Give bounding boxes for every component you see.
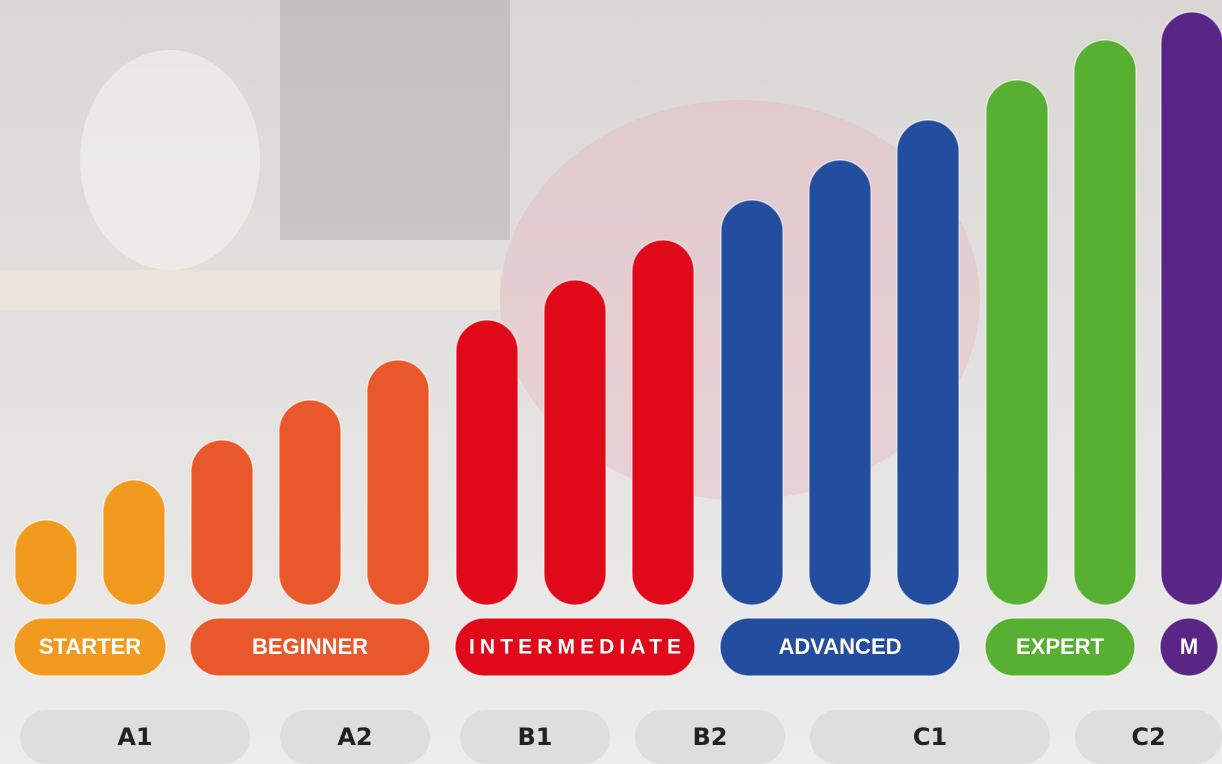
level-label: BEGINNER: [252, 634, 368, 659]
level-bar: [897, 120, 959, 605]
level-bar: [1161, 12, 1222, 605]
level-bar: [103, 480, 165, 605]
level-bar: [15, 520, 77, 605]
cefr-label: C1: [913, 723, 947, 751]
background-shape: [0, 270, 500, 310]
level-bar: [544, 280, 606, 605]
level-bar: [1074, 40, 1136, 605]
level-bar: [191, 440, 253, 605]
cefr-label: A2: [337, 723, 372, 751]
cefr-label: B2: [693, 723, 728, 751]
level-bar: [367, 360, 429, 605]
level-bar: [279, 400, 341, 605]
level-bar: [809, 160, 871, 605]
levels-graphic: STARTERBEGINNERINTERMEDIATEADVANCEDEXPER…: [0, 0, 1222, 764]
level-label: ADVANCED: [778, 634, 901, 659]
level-label: EXPERT: [1016, 634, 1105, 659]
background-shape: [80, 50, 260, 270]
level-label: STARTER: [39, 634, 141, 659]
level-bar: [632, 240, 694, 605]
cefr-label: B1: [518, 723, 553, 751]
level-bar: [986, 80, 1048, 605]
background-shape: [280, 0, 510, 240]
cefr-label: C2: [1131, 723, 1165, 751]
level-bar: [721, 200, 783, 605]
level-bar: [456, 320, 518, 605]
cefr-label: A1: [117, 723, 152, 751]
level-label: M: [1180, 634, 1198, 659]
